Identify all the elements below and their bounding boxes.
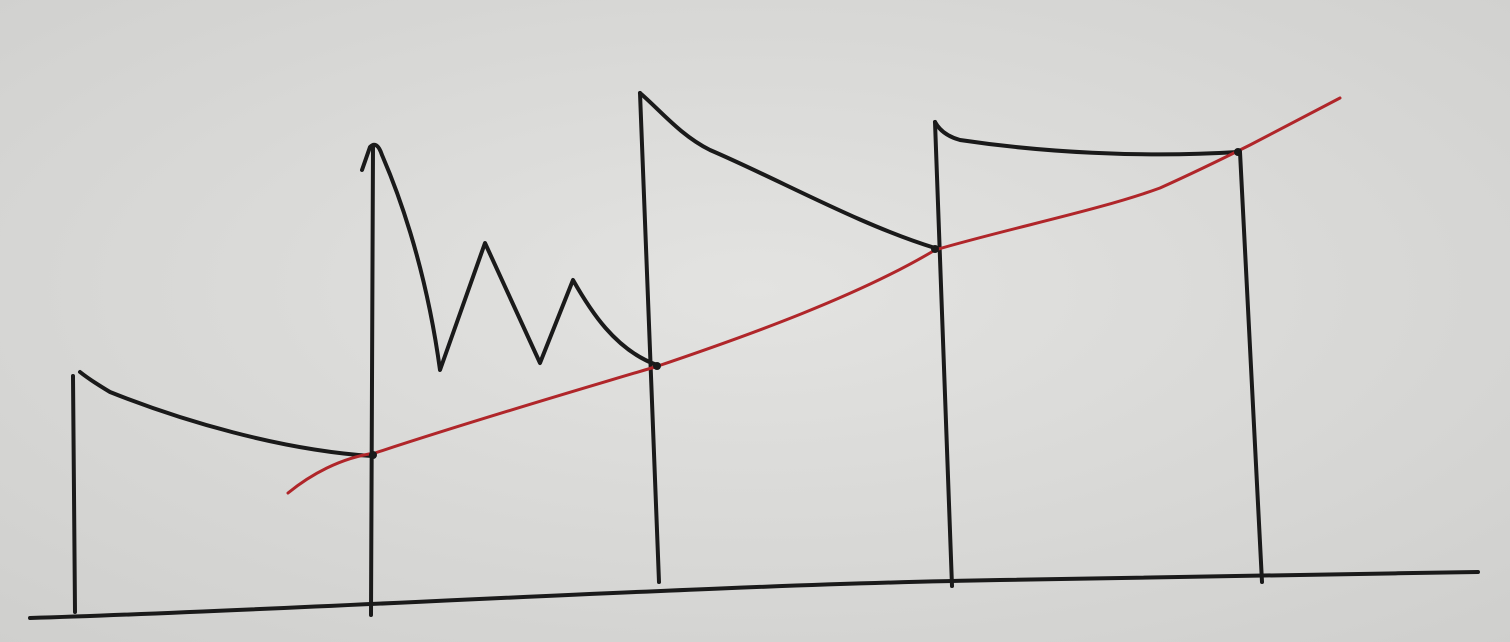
junction [653,362,661,370]
baseline [28,570,1480,620]
junction [369,451,377,459]
segment-3-left-edge [638,91,661,584]
junction [1234,148,1242,156]
segment-4-left-edge [933,120,954,588]
segment-1-curve [78,370,374,458]
segment-2-left-edge [369,144,375,617]
junction [931,245,939,253]
segment-1-left-edge [71,374,77,614]
segment-2-curve [360,142,659,372]
segment-4-curve [933,120,1240,157]
segment-4-right-edge [1238,150,1264,584]
segment-3-curve [638,91,937,250]
trend-line [286,96,1342,495]
